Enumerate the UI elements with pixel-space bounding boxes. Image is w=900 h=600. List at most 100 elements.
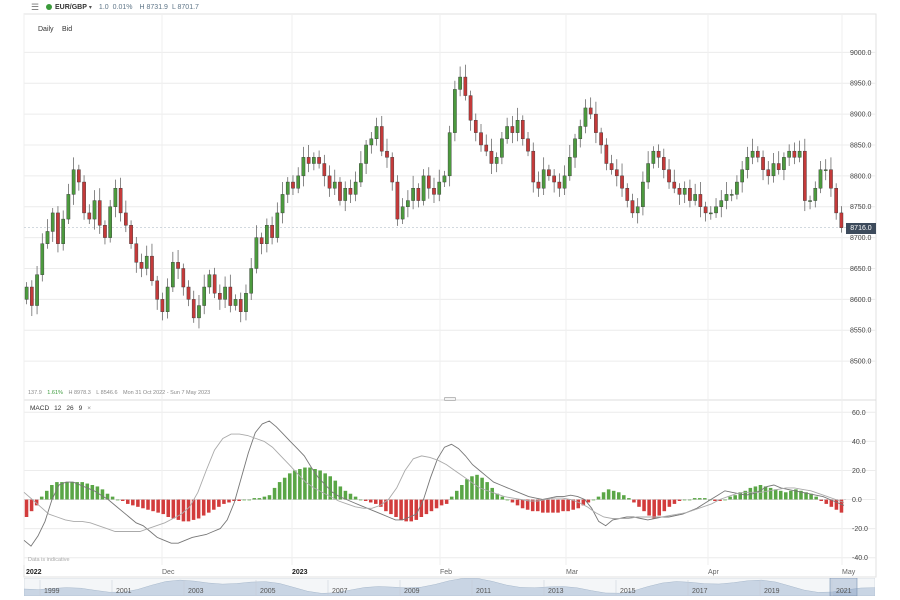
macd-tick-label: -20.0 [852, 526, 868, 533]
histogram-bar-positive [60, 482, 64, 500]
histogram-bar-positive [308, 467, 312, 500]
histogram-bar-positive [748, 487, 753, 500]
candle-down [385, 150, 389, 158]
interval-selector[interactable]: Daily [38, 26, 54, 33]
signal-line [23, 433, 845, 532]
histogram-bar-negative [212, 499, 216, 510]
candle-down [348, 188, 353, 195]
price-type-selector[interactable]: Bid [62, 26, 73, 33]
candle-up [312, 157, 316, 164]
candle-down [139, 262, 144, 269]
change-absolute: 1.0 [98, 3, 109, 11]
histogram-bar-positive [465, 479, 469, 500]
candle-up [708, 212, 713, 215]
candle-down [656, 150, 661, 158]
symbol-selector[interactable]: EUR/GBP [55, 3, 87, 11]
candle-up [332, 181, 337, 189]
histogram-bar-positive [358, 499, 363, 501]
histogram-bar-positive [606, 489, 611, 500]
navigator-year-label: 2021 [836, 588, 852, 595]
navigator-year-label: 2007 [332, 588, 348, 595]
histogram-bar-negative [535, 499, 540, 512]
histogram-bar-positive [247, 499, 252, 501]
candle-down [30, 286, 34, 306]
histogram-bar-positive [303, 467, 307, 500]
candle-up [787, 150, 791, 158]
histogram-bar-negative [24, 499, 29, 517]
histogram-bar-negative [657, 499, 662, 516]
histogram-bar-positive [242, 499, 246, 501]
candle-down [338, 181, 342, 201]
candle-up [207, 274, 212, 288]
candle-down [604, 144, 609, 164]
pane-resize-handle[interactable] [444, 397, 456, 401]
histogram-bar-positive [490, 487, 494, 500]
histogram-bar-positive [65, 482, 69, 500]
candle-up [635, 206, 640, 214]
histogram-bar-positive [738, 492, 743, 500]
navigator-year-label: 2019 [764, 588, 780, 595]
range-high: H 8978.3 [68, 390, 91, 396]
candle-down [426, 175, 431, 189]
session-low: L 8701.7 [171, 3, 199, 11]
hamburger-menu-icon[interactable]: ☰ [31, 1, 40, 12]
histogram-bar-positive [596, 496, 601, 500]
candle-down [489, 150, 494, 164]
candle-up [144, 255, 149, 269]
histogram-bar-positive [460, 485, 464, 500]
histogram-bar-negative [834, 499, 839, 510]
candle-down [82, 181, 86, 214]
candle-down [327, 175, 332, 189]
candle-up [505, 126, 509, 140]
macd-slow-period: 26 [66, 405, 74, 412]
candle-down [803, 150, 807, 201]
histogram-bar-positive [728, 496, 732, 500]
candle-up [573, 138, 577, 158]
macd-tick-label: 40.0 [852, 439, 866, 446]
candle-up [92, 200, 97, 220]
macd-title: MACD [30, 405, 50, 412]
candle-up [500, 138, 504, 158]
histogram-bar-positive [85, 483, 90, 500]
histogram-bar-negative [222, 499, 226, 504]
histogram-bar-negative [232, 499, 236, 501]
candle-down [87, 212, 92, 220]
candle-down [191, 299, 196, 319]
candle-up [719, 200, 724, 207]
chevron-down-icon[interactable]: ▾ [88, 4, 92, 11]
time-navigator[interactable]: 1999 2001 2003 2005 2007 2009 2011 2013 2015 2017… [24, 578, 875, 596]
navigator-year-label: 2009 [404, 588, 420, 595]
market-status-dot [46, 4, 52, 10]
histogram-bar-negative [125, 499, 130, 504]
histogram-bar-negative [394, 499, 398, 517]
histogram-bar-negative [34, 499, 39, 506]
histogram-bar-negative [379, 499, 383, 507]
histogram-bar-negative [667, 499, 672, 507]
histogram-bar-negative [556, 499, 560, 513]
histogram-bar-positive [814, 496, 818, 500]
histogram-bar-negative [566, 499, 570, 512]
candle-down [395, 181, 400, 220]
close-icon[interactable]: × [87, 405, 92, 412]
candle-up [71, 169, 76, 195]
candle-up [646, 163, 650, 183]
candle-up [171, 262, 175, 288]
candle-up [280, 194, 285, 214]
macd-lines [23, 420, 845, 547]
histogram-bar-negative [647, 499, 651, 516]
histogram-bar-positive [50, 485, 54, 500]
histogram-bar-positive [353, 496, 358, 500]
histogram-bar-negative [399, 499, 403, 520]
histogram-bar-negative [510, 499, 515, 503]
candle-up [66, 194, 71, 220]
candle-down [155, 280, 160, 300]
histogram-bar-negative [586, 499, 591, 503]
macd-legend: MACD 12 26 9 × [30, 405, 91, 412]
histogram-bar-positive [687, 499, 692, 501]
session-high: H 8731.9 [139, 3, 168, 11]
candle-down [839, 212, 844, 228]
candle-up [374, 126, 379, 140]
candle-up [364, 144, 368, 164]
candle-up [458, 76, 462, 90]
